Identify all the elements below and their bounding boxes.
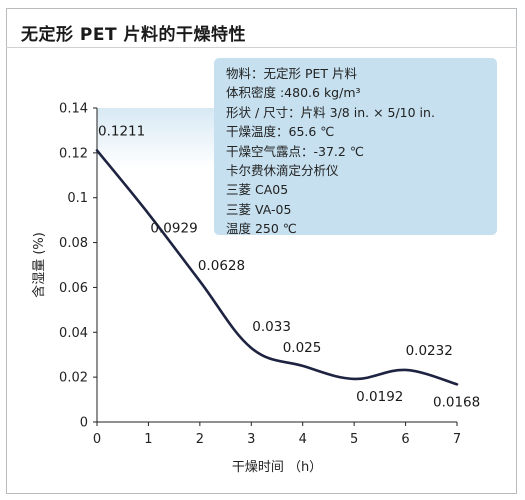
x-tick-label: 5: [350, 432, 358, 447]
data-label: 0.0168: [433, 394, 480, 410]
x-tick-label: 0: [93, 432, 101, 447]
info-material: 物料：无定形 PET 片料: [226, 66, 358, 81]
x-tick-label: 1: [144, 432, 152, 447]
x-tick-label: 2: [196, 432, 204, 447]
y-tick-label: 0.06: [59, 281, 88, 296]
y-tick-label: 0.1: [67, 191, 88, 206]
y-axis-label: 含湿量 (%): [31, 232, 47, 298]
info-shape-size: 形状 / 尺寸：片料 3/8 in. × 5/10 in.: [226, 104, 435, 120]
title-divider: [6, 47, 517, 48]
y-tick-label: 0.12: [59, 146, 88, 161]
y-tick-label: 0: [80, 416, 88, 431]
info-bulk-density: 体积密度 :480.6 kg/m³: [226, 85, 361, 101]
data-label: 0.0628: [198, 258, 245, 274]
info-dew-point: 干燥空气露点：-37.2 ℃: [226, 143, 364, 159]
x-tick-label: 6: [401, 432, 409, 447]
series-line: [95, 149, 459, 386]
info-temperature: 温度 250 ℃: [226, 221, 297, 237]
data-label: 0.025: [283, 340, 322, 356]
info-model-va05: 三菱 VA-05: [226, 201, 292, 217]
info-drying-temp: 干燥温度：65.6 ℃: [226, 124, 335, 140]
data-label: 0.0192: [356, 389, 403, 405]
info-box: 物料：无定形 PET 片料 体积密度 :480.6 kg/m³ 形状 / 尺寸：…: [214, 58, 497, 237]
y-tick-label: 0.02: [59, 371, 88, 386]
data-label: 0.0232: [406, 343, 453, 359]
info-analyzer: 卡尔费休滴定分析仪: [226, 163, 339, 179]
y-tick-label: 0.08: [59, 236, 88, 251]
x-tick-label: 7: [453, 432, 461, 447]
data-label: 0.0929: [150, 221, 197, 237]
x-axis-label: 干燥时间 （h）: [232, 460, 322, 475]
x-tick-label: 4: [299, 432, 307, 447]
data-label: 0.033: [252, 319, 291, 335]
chart-title: 无定形 PET 片料的干燥特性: [21, 25, 247, 45]
y-tick-label: 0.14: [59, 102, 88, 117]
data-label: 0.1211: [98, 123, 145, 139]
y-tick-label: 0.04: [59, 326, 88, 341]
x-tick-label: 3: [247, 432, 255, 447]
info-model-ca05: 三菱 CA05: [226, 182, 289, 198]
